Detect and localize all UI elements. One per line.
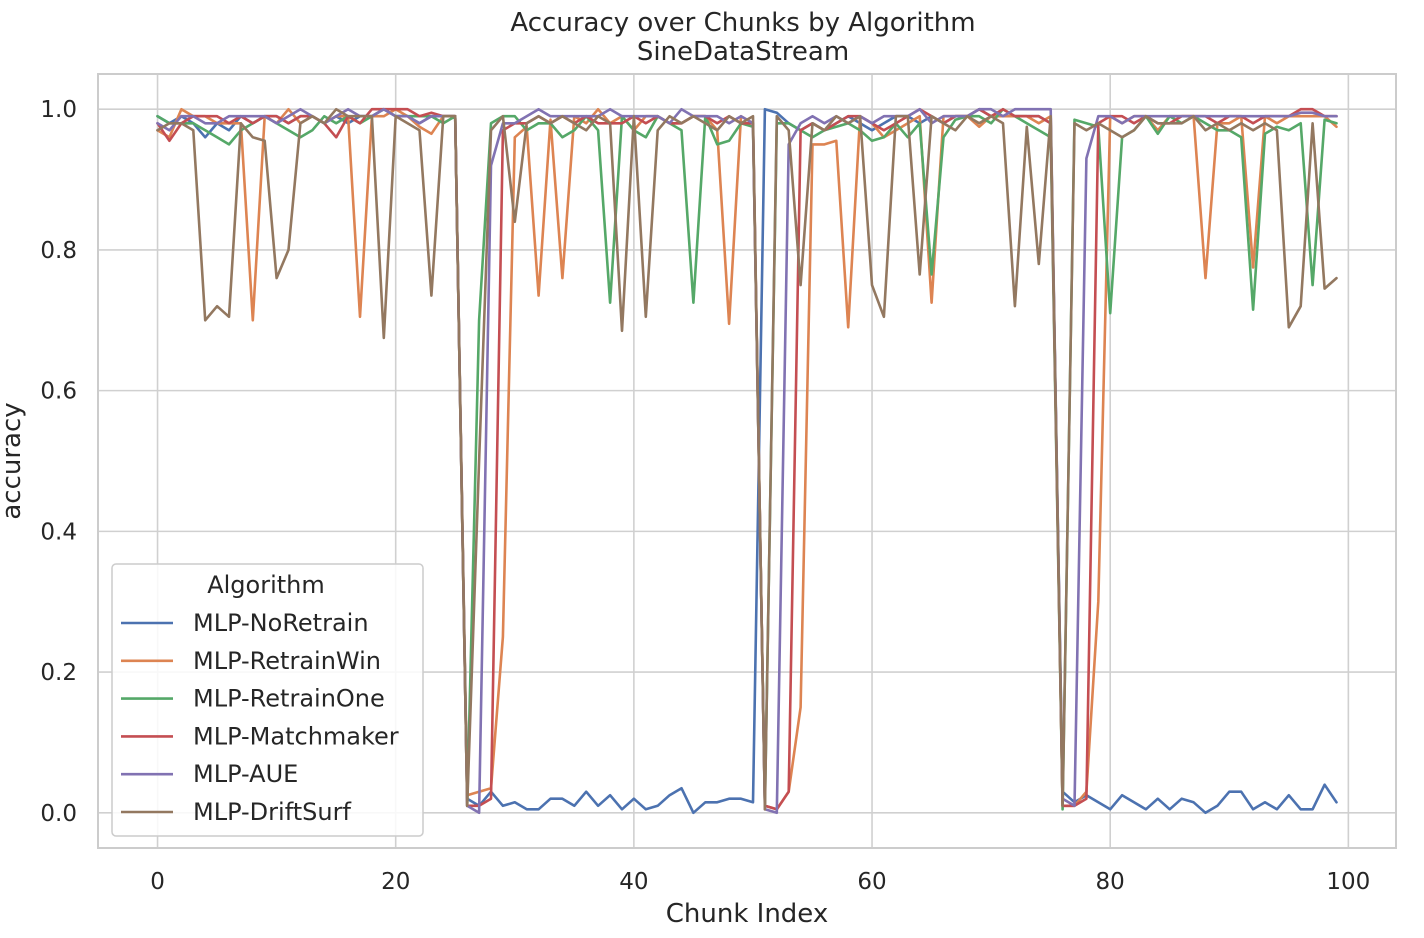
y-tick-label: 0.2 [40,660,77,686]
series-line-mlp-matchmaker [156,107,1338,811]
y-tick-label: 0.8 [40,238,77,264]
y-tick-label: 1.0 [40,97,77,123]
chart-subtitle: SineDataStream [637,37,849,67]
legend-title: Algorithm [207,571,325,599]
legend-label: MLP-NoRetrain [193,609,369,637]
x-tick-label: 0 [150,869,165,895]
legend-label: MLP-DriftSurf [193,798,351,826]
series-line-mlp-driftsurf [156,107,1338,811]
x-tick-label: 60 [857,869,886,895]
legend-label: MLP-RetrainOne [193,685,385,713]
legend-label: MLP-AUE [193,760,298,788]
legend-box [111,563,424,837]
legend-label: MLP-Matchmaker [193,722,399,750]
series-lines [156,107,1338,815]
plot-frame [97,73,1397,849]
legend: Algorithm MLP-NoRetrainMLP-RetrainWinMLP… [111,563,424,837]
x-tick-label: 20 [381,869,410,895]
x-tick-labels: 0 20 40 60 80 100 [150,869,1370,895]
legend-items: MLP-NoRetrain MLP-RetrainWin MLP-RetrainOn… [121,609,399,826]
x-tick-label: 100 [1326,869,1370,895]
x-tick-label: 40 [619,869,648,895]
y-tick-label: 0.6 [40,379,77,405]
x-tick-label: 80 [1096,869,1125,895]
chart-title: Accuracy over Chunks by Algorithm [510,8,975,38]
y-tick-label: 0.0 [40,801,77,827]
y-tick-label: 0.4 [40,519,77,545]
x-axis-label: Chunk Index [666,899,829,929]
y-axis-label: accuracy [0,402,27,519]
y-tick-labels: 0.0 0.2 0.4 0.6 0.8 1.0 [40,97,77,827]
legend-label: MLP-RetrainWin [193,647,381,675]
